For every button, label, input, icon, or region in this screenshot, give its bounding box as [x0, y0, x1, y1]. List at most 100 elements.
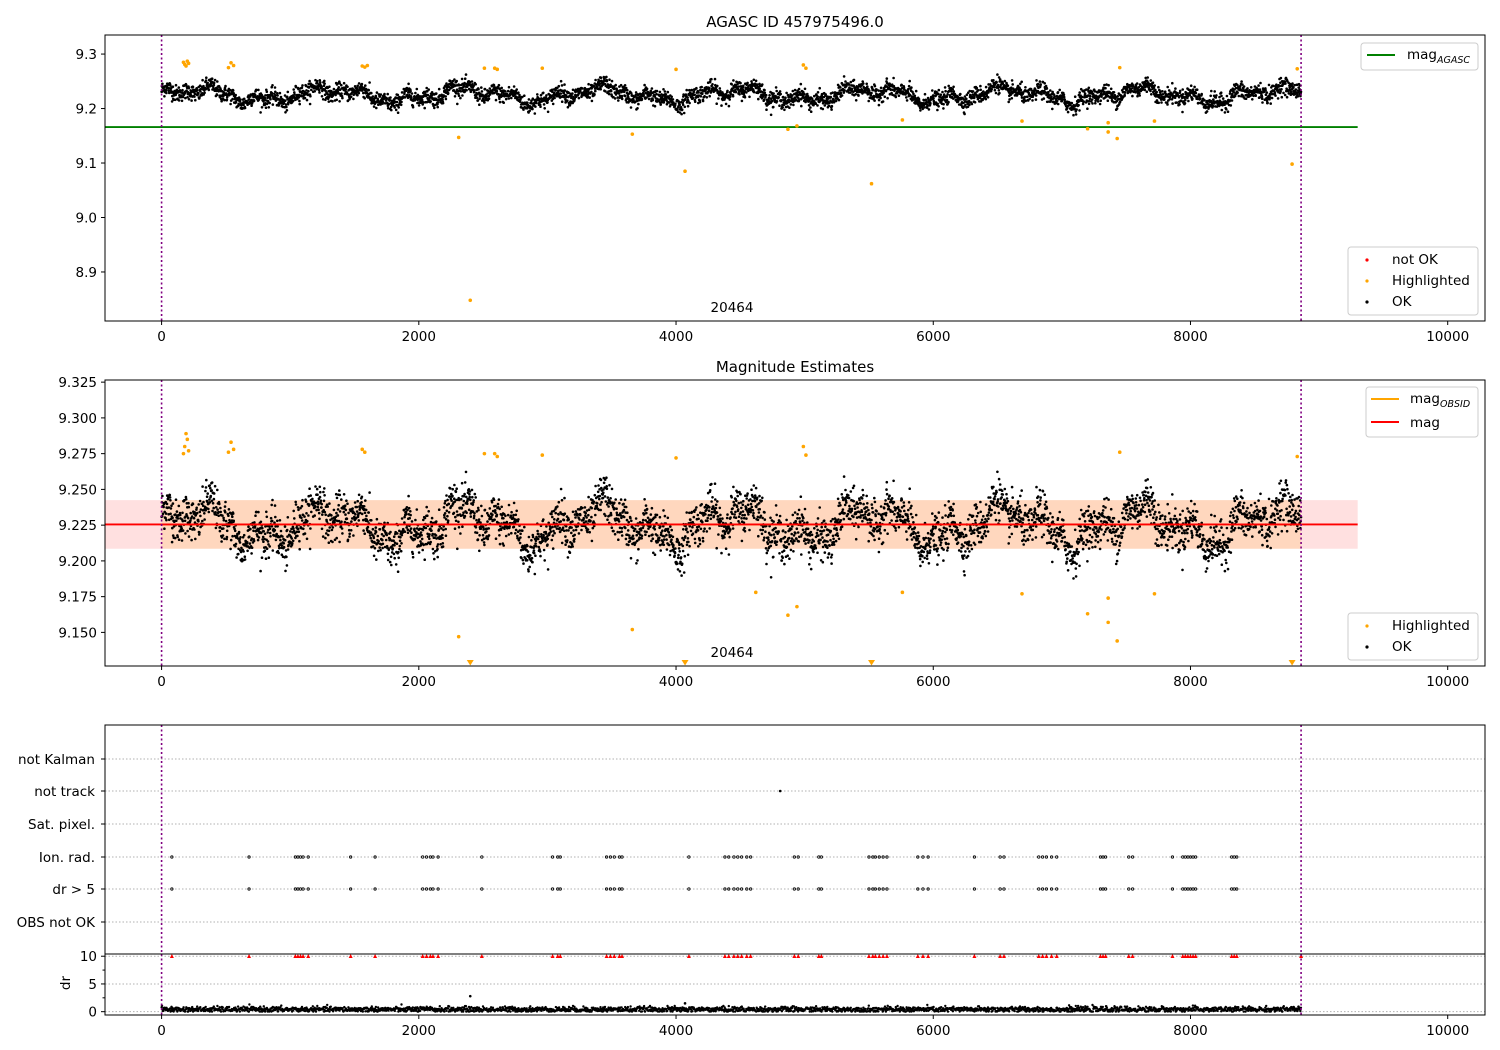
highlighted-point: [226, 450, 231, 455]
dr-gt-5-point: [349, 887, 353, 891]
highlighted-point: [468, 298, 473, 303]
highlighted-point: [362, 450, 367, 455]
dr-outlier: [1297, 1005, 1300, 1008]
dr-capped-marker: [1234, 954, 1239, 959]
panel1-y-axis: 8.9 9.0 9.1 9.2 9.3: [76, 47, 105, 281]
panel4-y-axis: 0 5 10: [80, 949, 105, 1021]
ion-rad-point: [877, 855, 881, 859]
panel1-legend-upper: magAGASC: [1360, 42, 1479, 71]
x-tick-label: 10000: [1426, 674, 1469, 690]
dr-capped-marker: [604, 954, 609, 959]
dr-capped-marker: [306, 954, 311, 959]
panel2-highlighted-points: [181, 431, 1300, 666]
highlighted-point: [1085, 612, 1090, 616]
dr-gt-5-point: [867, 887, 871, 891]
panel1-legend-lower: not OK Highlighted OK: [1347, 246, 1479, 316]
x-tick-label: 4000: [659, 1023, 693, 1039]
x-tick-label: 8000: [1173, 674, 1207, 690]
y-tick-label: 0: [88, 1005, 97, 1021]
highlighted-point: [181, 451, 186, 456]
highlighted-point: [786, 127, 790, 132]
dr-capped-marker: [298, 954, 303, 959]
panel1-highlighted-points: [181, 59, 1300, 303]
highlighted-point: [1117, 450, 1122, 455]
highlighted-point: [1106, 130, 1110, 134]
dr-gt-5-point: [749, 887, 753, 891]
dr-capped-marker: [884, 954, 889, 959]
dr-gt-5-point: [926, 887, 930, 891]
legend2-highlighted-marker: [1365, 624, 1369, 628]
highlighted-point: [1106, 120, 1110, 125]
highlighted-point: [1020, 119, 1024, 123]
dr-gt-5-point: [608, 887, 613, 891]
ion-rad-point: [1235, 855, 1239, 859]
ion-rad-point: [723, 855, 727, 859]
dr-gt-5-point: [1235, 887, 1239, 891]
dr-gt-5-point: [436, 887, 440, 891]
ion-rad-point: [998, 855, 1002, 859]
dr-capped-marker: [1193, 954, 1198, 959]
dr-capped-marker: [1191, 954, 1196, 959]
dr-capped-marker: [866, 954, 871, 959]
highlighted-point: [1115, 639, 1119, 643]
highlighted-point: [182, 444, 187, 449]
dr-gt-5-point: [723, 887, 727, 891]
x-tick-label: 2000: [402, 329, 436, 345]
panel2-y-axis: 9.150 9.175 9.200 9.225 9.250 9.275 9.300 9.325: [58, 375, 105, 641]
y-tick-label: 9.300: [58, 411, 97, 427]
highlighted-point: [674, 456, 678, 460]
dr-capped-marker: [877, 954, 882, 959]
dr-gt-5-point: [972, 887, 977, 891]
ion-rad-point: [687, 855, 691, 859]
dr-capped-marker: [686, 954, 691, 959]
dr-capped-marker: [1054, 954, 1059, 959]
dr-capped-marker: [972, 954, 977, 959]
ion-rad-point: [421, 855, 425, 859]
dr-capped-marker: [1098, 954, 1103, 959]
dr-capped-marker: [247, 954, 252, 959]
dr-gt-5-point: [558, 887, 562, 891]
dr-gt-5-point: [1103, 887, 1108, 891]
highlighted-point: [786, 613, 790, 618]
dr-capped-marker: [1299, 954, 1304, 959]
x-tick-label: 10000: [1426, 329, 1469, 345]
y-tick-label: 9.175: [58, 590, 97, 606]
ion-rad-point: [1103, 855, 1108, 859]
dr-gt-5-point: [1127, 887, 1131, 891]
ion-rad-point: [612, 855, 616, 859]
dr-outlier: [683, 1002, 687, 1005]
ion-rad-point: [1040, 855, 1045, 859]
dr-gt-5-point: [745, 887, 749, 891]
dr-capped-marker: [608, 954, 613, 959]
ion-rad-point: [1049, 855, 1054, 859]
dr-capped-marker: [1001, 954, 1006, 959]
highlighted-point: [1295, 66, 1300, 71]
dr-gt-5-point: [306, 887, 310, 891]
dr-outlier: [468, 994, 472, 998]
dr-capped-marker: [1183, 954, 1188, 959]
ion-rad-point: [796, 855, 800, 859]
legend-mag-obsid-label: magOBSID: [1410, 391, 1470, 410]
dr-capped-marker: [915, 954, 920, 959]
panel2-x-axis: 0 2000 4000 6000 8000 10000: [157, 666, 1469, 690]
dr-capped-marker: [424, 954, 429, 959]
dr-capped-marker: [792, 954, 797, 959]
panel1-obsid-label: 20464: [711, 300, 754, 316]
panel4-axes-frame: [104, 953, 1486, 1016]
ion-rad-point: [558, 855, 562, 859]
ion-rad-point: [1194, 855, 1198, 859]
ion-rad-point: [550, 855, 555, 859]
y-tick-label: 9.3: [76, 47, 97, 63]
ion-rad-point: [885, 855, 889, 859]
highlighted-point: [495, 67, 500, 72]
highlighted-point: [229, 440, 233, 445]
dr-gt-5-point: [1049, 887, 1054, 891]
dr-gt-5-point: [732, 887, 736, 891]
flag-label-not-kalman: not Kalman: [18, 752, 95, 768]
dr-gt-5-point: [1037, 887, 1041, 891]
dr-gt-5-point: [431, 887, 435, 891]
panel2-obsid-label: 20464: [711, 645, 754, 661]
dr-gt-5-point: [796, 887, 800, 891]
y-tick-label: 9.0: [76, 210, 97, 226]
